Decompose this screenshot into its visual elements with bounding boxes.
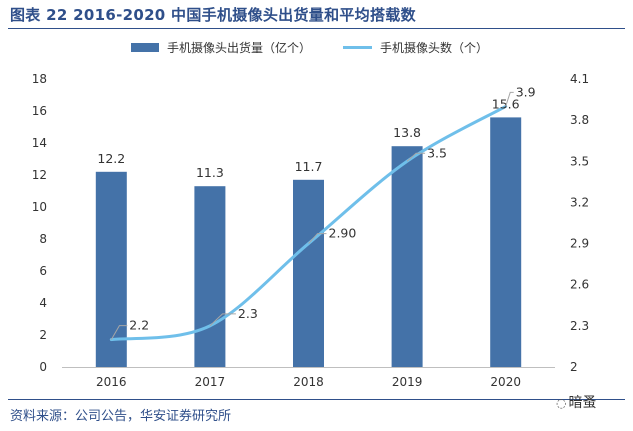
bar [95,171,127,367]
label-leader [406,152,426,162]
chart: 手机摄像头出货量（亿个） 手机摄像头数（个） 0 2 4 6 8 10 12 14 16 18 2 2.… [32,40,589,389]
x-tick-label: 2019 [392,375,423,389]
wechat-icon: ◌ [556,396,567,410]
x-tick-label: 2018 [293,375,324,389]
line-value-label: 2.90 [329,226,357,241]
label-leader [110,325,128,340]
source-note: 资料来源：公司公告，华安证券研究所 [10,409,232,424]
bar-value-label: 12.2 [97,151,125,166]
y-right-tick: 4.1 [570,72,589,86]
y-right-tick: 2.9 [570,237,589,251]
bar [194,186,226,367]
y-left-tick: 0 [39,360,47,374]
x-tick-label: 2016 [96,375,127,389]
label-leader [308,233,327,244]
label-leader [505,91,514,107]
bar-value-label: 15.6 [492,96,520,111]
watermark-text: 暗蚤 [568,395,597,411]
y-left-tick: 6 [39,264,47,278]
title-divider [8,28,625,29]
y-right-tick: 2.3 [570,319,589,333]
legend: 手机摄像头出货量（亿个） 手机摄像头数（个） [131,40,488,55]
bar [391,146,423,367]
bar-value-label: 13.8 [393,125,421,140]
x-tick-label: 2020 [490,375,521,389]
y-right-tick: 3.2 [570,195,589,209]
chart-title: 图表 22 2016-2020 中国手机摄像头出货量和平均搭载数 [10,6,416,24]
bar-value-label: 11.3 [196,165,224,180]
watermark: ◌ 暗蚤 [556,392,596,412]
y-left-tick: 18 [32,72,47,86]
footer-divider [8,399,625,400]
bar-series [95,117,522,368]
y-left-tick: 16 [32,104,47,118]
legend-swatch-bar [131,43,159,52]
legend-label-bar: 手机摄像头出货量（亿个） [167,40,311,55]
line-value-label: 3.5 [427,145,447,160]
line-value-label: 2.2 [129,318,149,333]
line-value-label: 3.9 [516,84,536,99]
y-right-tick: 2 [570,360,578,374]
x-tick-label: 2017 [195,375,226,389]
y-left-tick: 2 [39,328,47,342]
y-right-tick: 3.5 [570,154,589,168]
label-leader [209,313,236,327]
y-left-tick: 10 [32,200,47,214]
y-left-tick: 4 [39,296,47,310]
data-labels: 12.2 11.3 11.7 13.8 15.6 2.2 2.3 2.90 3.5 3.9 [97,84,536,340]
y-right-tick: 2.6 [570,278,589,292]
bar-value-label: 11.7 [295,159,323,174]
legend-label-line: 手机摄像头数（个） [380,40,488,55]
y-left-tick: 14 [32,136,47,150]
line-value-label: 2.3 [238,306,258,321]
y-left-tick: 12 [32,168,47,182]
bar [490,117,522,368]
bar [293,179,324,367]
y-left-tick: 8 [39,232,47,246]
axes: 0 2 4 6 8 10 12 14 16 18 2 2.3 2.6 2.9 3.2 3.5 3.8 4.1 201… [32,72,589,389]
y-right-tick: 3.8 [570,113,589,127]
